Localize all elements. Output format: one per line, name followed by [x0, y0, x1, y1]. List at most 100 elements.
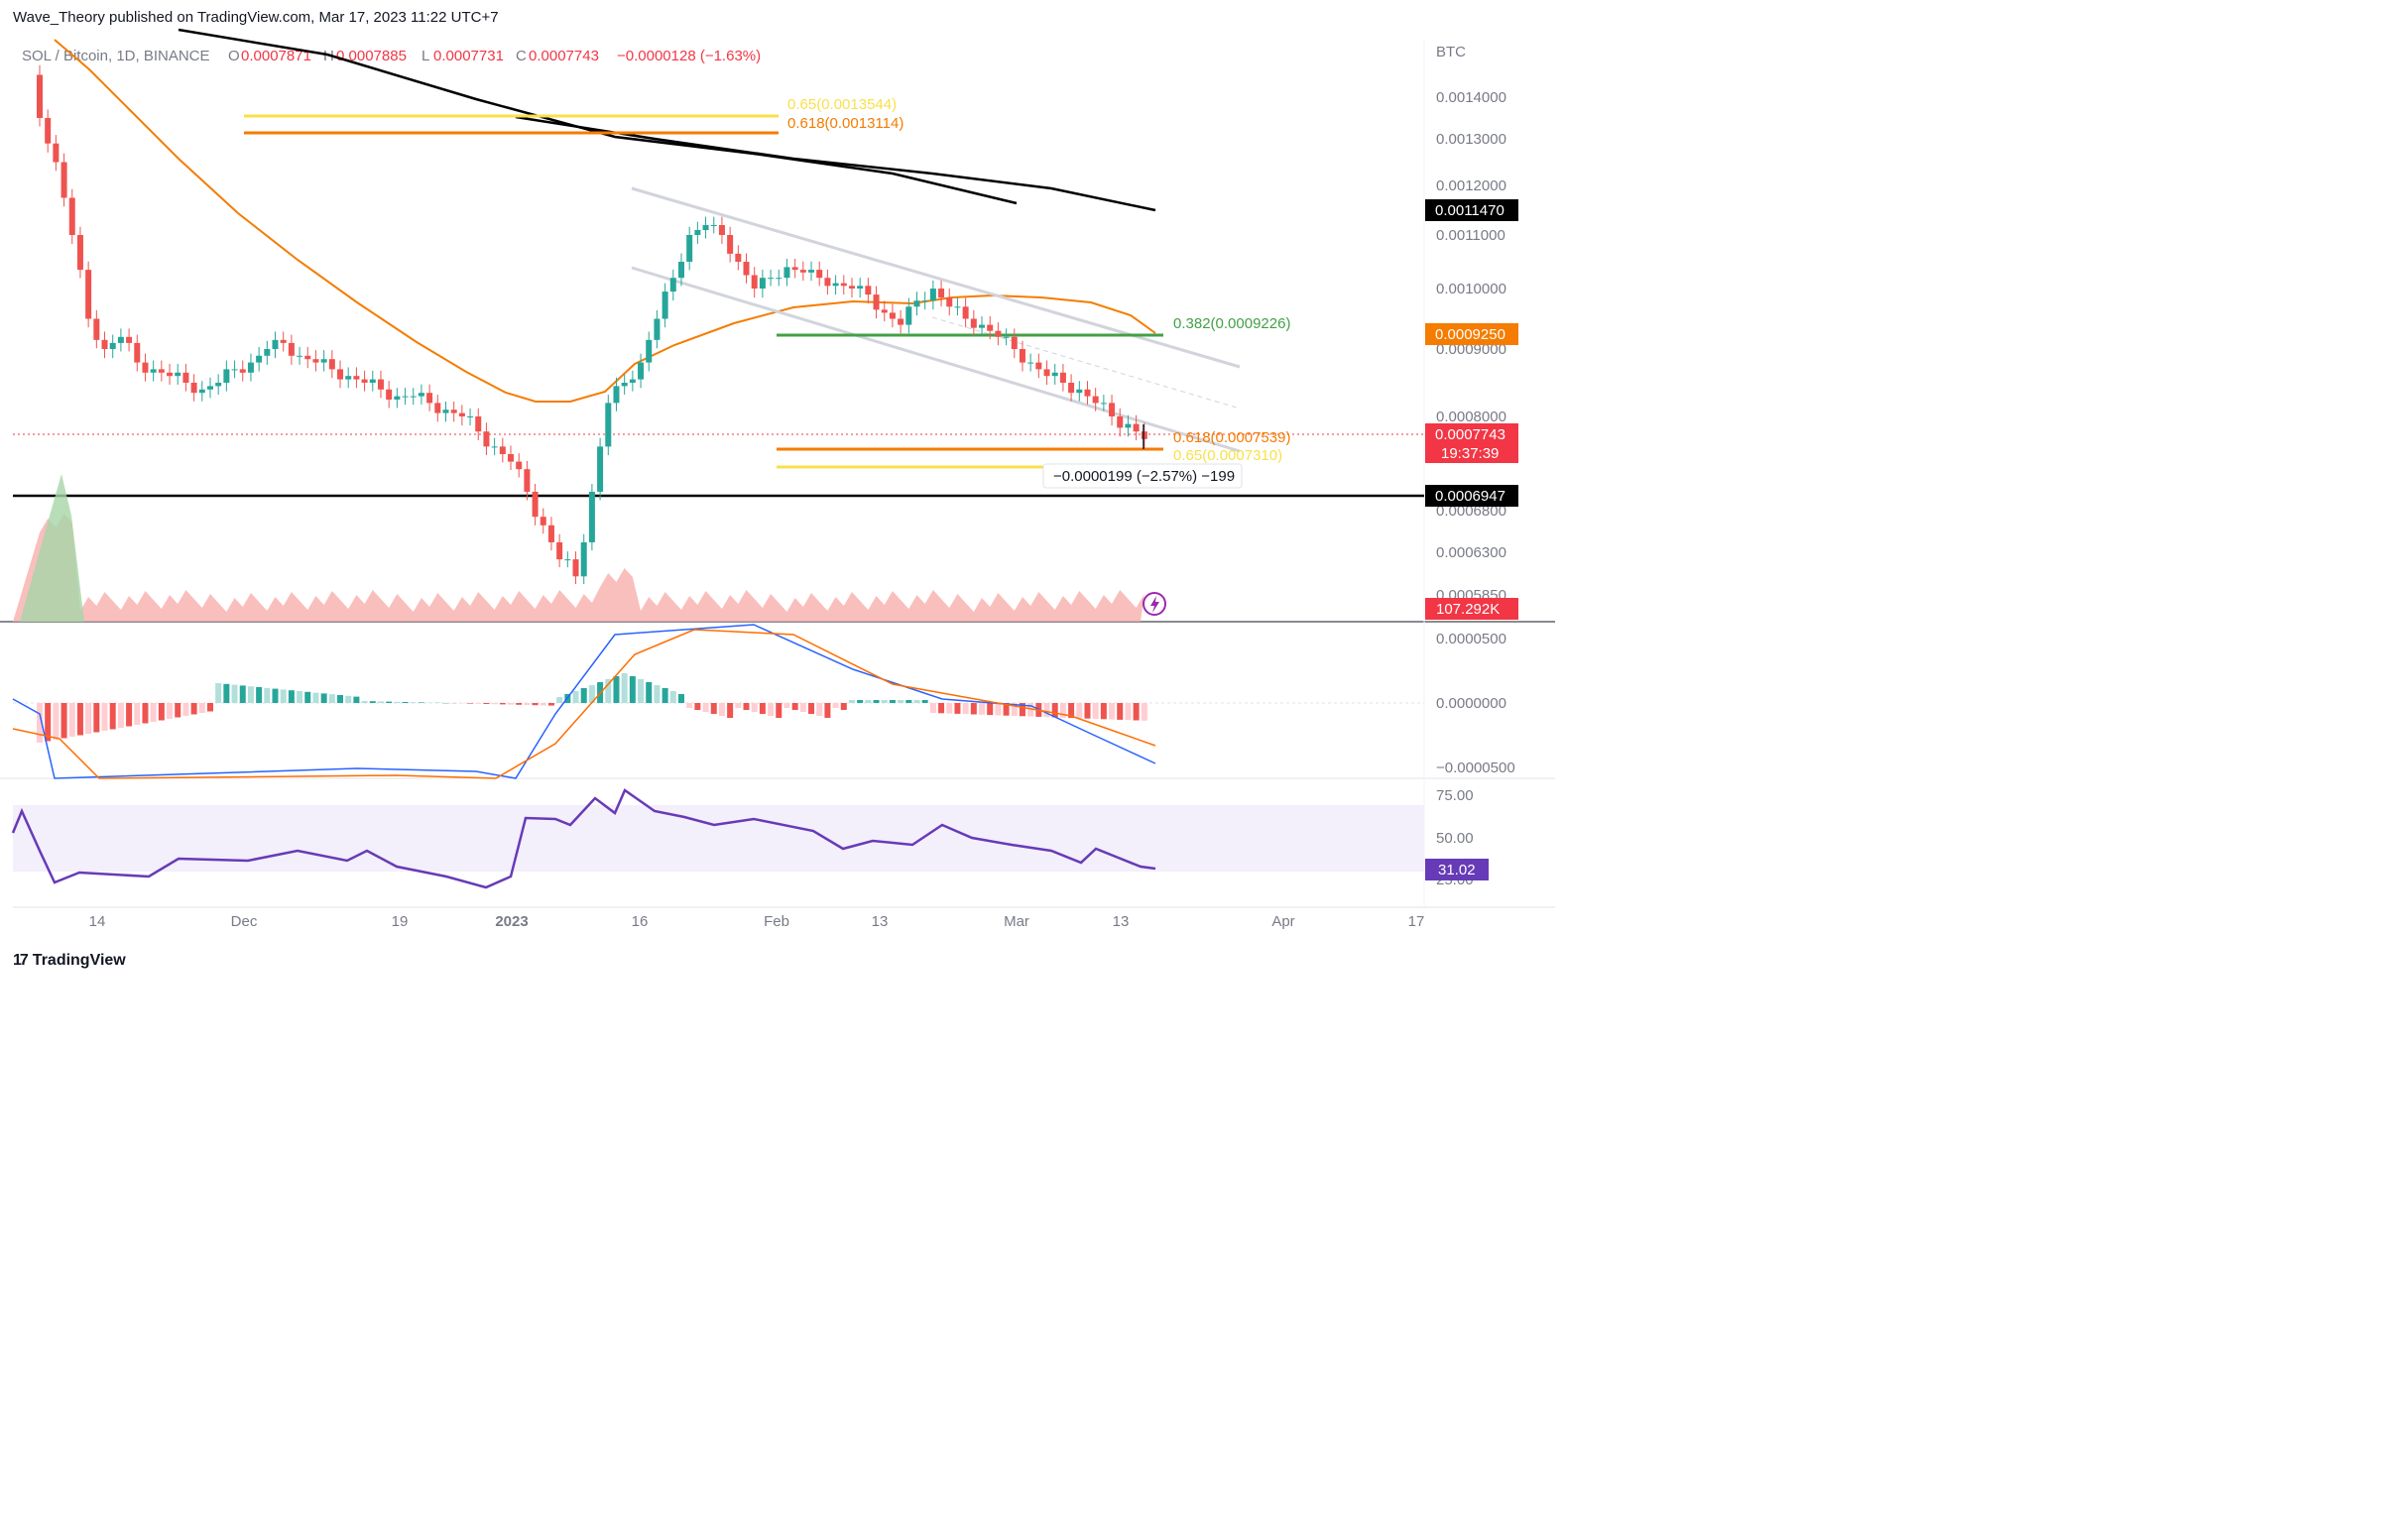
macd-histogram-bar	[702, 703, 709, 712]
countdown-tag	[1425, 443, 1518, 463]
macd-histogram-bar	[182, 703, 189, 716]
macd-histogram-bar	[467, 703, 474, 704]
rsi-axis-tick: 50.00	[1436, 830, 1474, 847]
candle-body	[93, 318, 100, 340]
macd-histogram-bar	[889, 700, 896, 703]
candle-body	[873, 294, 880, 310]
macd-histogram-bar	[791, 703, 798, 710]
macd-histogram-bar	[377, 701, 384, 703]
candle-body	[499, 446, 506, 454]
candle-body	[898, 318, 904, 325]
macd-line	[12, 624, 1156, 779]
macd-histogram-bar	[206, 703, 213, 712]
time-axis-tick: 14	[89, 913, 106, 930]
macd-histogram-bar	[718, 703, 725, 716]
candle-body	[580, 541, 587, 577]
candle-body	[913, 300, 920, 307]
macd-histogram-bar	[751, 703, 758, 712]
macd-histogram-bar	[962, 703, 969, 715]
macd-histogram-bar	[167, 703, 174, 719]
price-tag-label: 0.0011470	[1435, 202, 1505, 219]
macd-histogram-bar	[694, 703, 701, 710]
candle-body	[532, 491, 539, 518]
macd-axis-tick: 0.0000000	[1436, 695, 1506, 712]
macd-histogram-bar	[1059, 703, 1066, 718]
candle-body	[677, 262, 684, 279]
macd-histogram-bar	[783, 703, 790, 708]
candle-body	[150, 369, 157, 373]
macd-histogram-bar	[768, 703, 775, 716]
macd-histogram-bar	[345, 695, 352, 703]
price-axis-tick: 0.0011000	[1436, 227, 1505, 244]
candle-body	[905, 306, 912, 325]
candle-body	[337, 369, 344, 380]
macd-histogram-bar	[442, 703, 449, 704]
candle-body	[483, 431, 490, 447]
price-tag-label: 0.0009250	[1435, 326, 1505, 343]
macd-histogram-bar	[231, 684, 238, 703]
candle-body	[954, 306, 961, 308]
macd-histogram-bar	[37, 703, 43, 743]
macd-histogram-bar	[686, 703, 693, 708]
candle-body	[710, 225, 717, 226]
rsi-line	[11, 788, 1156, 889]
candle-body	[190, 383, 197, 394]
candle-body	[402, 396, 409, 398]
measure-box	[1042, 463, 1243, 489]
macd-histogram-bar	[710, 703, 717, 714]
candle-body	[938, 289, 945, 298]
candle-body	[987, 324, 994, 331]
macd-histogram-bar	[848, 700, 855, 703]
macd-histogram-bar	[556, 697, 563, 703]
volume-spike-up	[20, 474, 84, 622]
candle-body	[889, 312, 896, 319]
candle-body	[832, 283, 839, 287]
time-axis-tick: 2023	[495, 913, 528, 930]
macd-histogram-bar	[337, 695, 344, 703]
candle-body	[239, 369, 246, 373]
macd-histogram-bar	[68, 703, 75, 737]
candle-body	[297, 355, 303, 357]
macd-histogram-bar	[142, 703, 149, 724]
candle-body	[564, 559, 571, 561]
macd-histogram-bar	[776, 703, 783, 718]
candle-body	[60, 162, 67, 198]
candle-body	[718, 225, 725, 235]
tradingview-logo[interactable]: 17 TradingView	[13, 952, 126, 970]
candle-body	[1051, 372, 1058, 377]
candle-body	[791, 267, 798, 271]
candle-body	[613, 386, 620, 404]
macd-histogram-bar	[1043, 703, 1050, 718]
price-axis-tick: 0.0013000	[1436, 131, 1506, 148]
candle-body	[816, 270, 823, 279]
macd-histogram-bar	[353, 696, 360, 703]
macd-histogram-bar	[499, 703, 506, 705]
macd-histogram-bar	[1076, 703, 1083, 719]
time-axis-tick: 13	[872, 913, 889, 930]
macd-histogram-bar	[938, 703, 945, 714]
macd-histogram-bar	[198, 703, 205, 713]
macd-histogram-bar	[921, 700, 928, 703]
candle-body	[37, 74, 43, 118]
macd-histogram-bar	[995, 703, 1002, 716]
macd-histogram-bar	[328, 694, 335, 703]
macd-histogram-bar	[954, 703, 961, 714]
candle-body	[970, 318, 977, 328]
candle-body	[458, 412, 465, 416]
candle-body	[117, 336, 124, 343]
chart-canvas[interactable]: SOL / Bitcoin, 1D, BINANCE O 0.0007871 H 0.0…	[0, 0, 1555, 944]
macd-histogram-bar	[215, 683, 222, 703]
macd-histogram-bar	[540, 703, 546, 706]
macd-histogram-bar	[150, 703, 157, 722]
macd-histogram-bar	[312, 692, 319, 703]
macd-histogram-bar	[117, 703, 124, 728]
macd-histogram-bar	[247, 686, 254, 703]
macd-histogram-bar	[239, 685, 246, 703]
time-axis-tick: Apr	[1271, 913, 1294, 930]
macd-histogram-bar	[394, 701, 401, 703]
macd-histogram-bar	[677, 694, 684, 703]
price-tag	[1425, 485, 1518, 507]
candle-body	[304, 355, 311, 360]
macd-histogram-bar	[547, 703, 554, 706]
candle-body	[1092, 396, 1099, 404]
